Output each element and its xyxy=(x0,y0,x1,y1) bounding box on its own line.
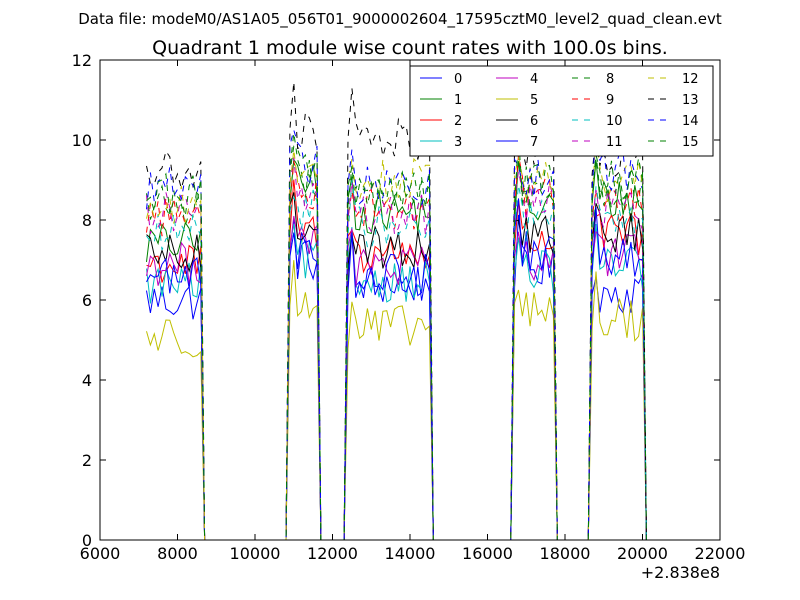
series-line-12 xyxy=(146,137,647,540)
series-line-0 xyxy=(146,214,647,540)
legend-label-1: 1 xyxy=(454,93,462,108)
y-tick-label: 10 xyxy=(72,131,92,150)
legend-label-8: 8 xyxy=(606,72,614,87)
x-tick-label: 10000 xyxy=(230,544,281,563)
series-line-15 xyxy=(146,136,647,540)
series-line-9 xyxy=(146,154,647,540)
y-tick-label: 6 xyxy=(82,291,92,310)
legend-label-14: 14 xyxy=(682,114,699,129)
figure-suptitle: Data file: modeM0/AS1A05_056T01_90000026… xyxy=(78,10,722,29)
series-line-6 xyxy=(146,192,647,540)
series-line-10 xyxy=(146,180,647,540)
legend-label-3: 3 xyxy=(454,135,462,150)
legend-label-11: 11 xyxy=(606,135,623,150)
x-tick-label: 18000 xyxy=(540,544,591,563)
legend-label-6: 6 xyxy=(530,114,538,129)
x-tick-label: 8000 xyxy=(157,544,198,563)
x-tick-label: 22000 xyxy=(695,544,746,563)
x-tick-label: 12000 xyxy=(307,544,358,563)
series-line-11 xyxy=(146,157,647,540)
legend-label-12: 12 xyxy=(682,72,699,87)
legend-label-4: 4 xyxy=(530,72,538,87)
x-tick-label: 20000 xyxy=(617,544,668,563)
legend-label-13: 13 xyxy=(682,93,699,108)
x-tick-label: 14000 xyxy=(385,544,436,563)
legend-label-2: 2 xyxy=(454,114,462,129)
x-tick-label: 16000 xyxy=(462,544,513,563)
series-line-7 xyxy=(146,198,647,540)
series-line-5 xyxy=(146,260,647,540)
y-tick-label: 12 xyxy=(72,51,92,70)
legend-label-5: 5 xyxy=(530,93,538,108)
legend-label-15: 15 xyxy=(682,135,699,150)
y-tick-label: 0 xyxy=(82,531,92,550)
y-tick-label: 2 xyxy=(82,451,92,470)
legend-label-10: 10 xyxy=(606,114,623,129)
legend-label-9: 9 xyxy=(606,93,614,108)
x-tick-label: 6000 xyxy=(80,544,121,563)
legend-label-7: 7 xyxy=(530,135,538,150)
chart-title: Quadrant 1 module wise count rates with … xyxy=(152,37,668,59)
x-offset-label: +2.838e8 xyxy=(641,563,720,582)
series-line-14 xyxy=(146,125,647,540)
legend-label-0: 0 xyxy=(454,72,462,87)
series-layer xyxy=(146,81,647,540)
series-line-13 xyxy=(146,81,647,540)
axis-ticks: 6000 8000 10000 12000 14000 16000 18000 20000 22… xyxy=(72,51,746,563)
y-tick-label: 4 xyxy=(82,371,92,390)
y-tick-label: 8 xyxy=(82,211,92,230)
